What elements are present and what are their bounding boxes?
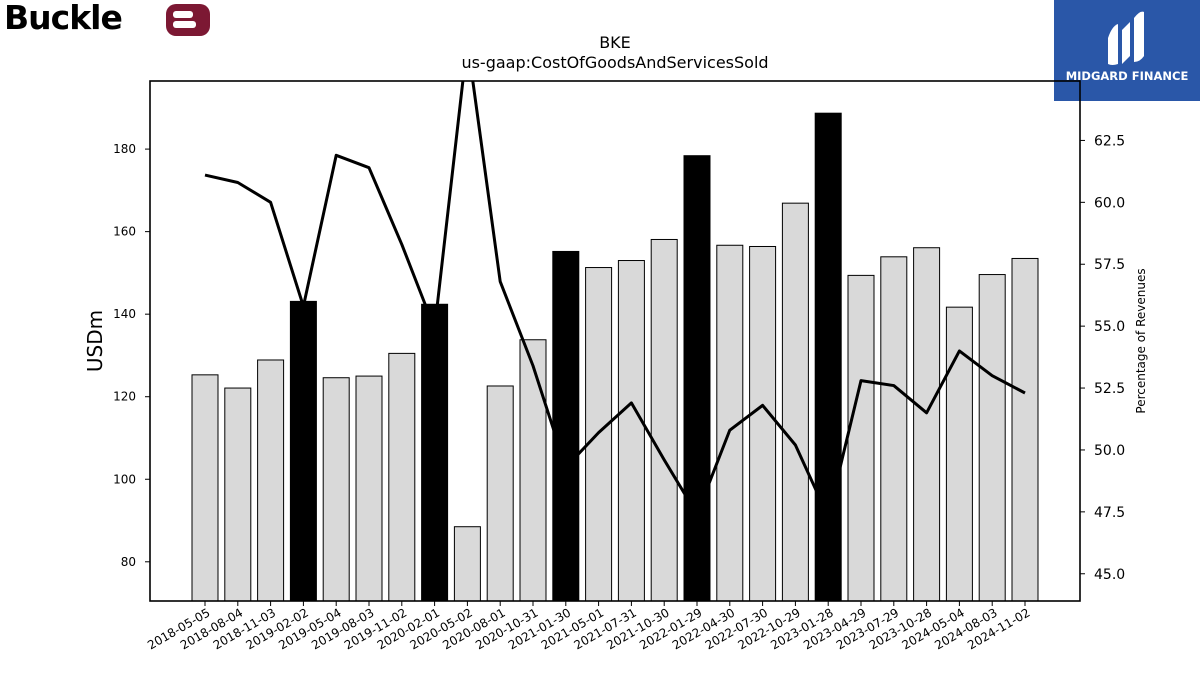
y2-axis-label: Percentage of Revenues	[1134, 268, 1148, 413]
y2-tick-label: 60.0	[1094, 195, 1125, 211]
bar	[847, 274, 875, 602]
y2-tick-label: 50.0	[1094, 443, 1125, 459]
y2-tick-label: 55.0	[1094, 319, 1125, 335]
buckle-wordmark: Buckle	[4, 0, 123, 37]
bar	[453, 526, 481, 602]
midgard-m-icon	[1108, 11, 1144, 65]
y-tick-label: 160	[113, 225, 136, 239]
left-axis: 80 100 120 140 160 180	[113, 142, 150, 569]
bar	[257, 359, 285, 602]
bar	[617, 260, 645, 602]
x-axis: 2018-05-052018-08-042018-11-032019-02-02…	[145, 601, 1033, 652]
logo-midgard: MIDGARD FINANCE	[1054, 0, 1200, 101]
y-tick-label: 180	[113, 142, 136, 156]
bar	[289, 300, 317, 602]
y-axis-label: USDm	[83, 310, 107, 372]
buckle-b-icon	[166, 4, 210, 36]
bar	[224, 387, 252, 602]
y2-tick-label: 52.5	[1094, 381, 1125, 397]
bar	[781, 202, 809, 602]
line-series	[204, 81, 1026, 519]
bar-series	[191, 112, 1039, 602]
bar	[913, 247, 941, 602]
bar	[421, 303, 449, 602]
y2-tick-label: 62.5	[1094, 133, 1125, 149]
y-tick-label: 80	[121, 555, 136, 569]
bar	[683, 155, 711, 602]
chart-subtitle: us-gaap:CostOfGoodsAndServicesSold	[461, 53, 768, 72]
bar	[880, 256, 908, 602]
midgard-brand-text: MIDGARD FINANCE	[1065, 69, 1189, 83]
bar	[650, 238, 678, 602]
plot-frame	[149, 80, 1081, 602]
y-tick-label: 120	[113, 390, 136, 404]
bar	[814, 112, 842, 602]
bar	[355, 375, 383, 602]
bar	[978, 274, 1006, 602]
chart-title: BKE	[599, 33, 631, 52]
y2-tick-label: 47.5	[1094, 505, 1125, 521]
logo-buckle: Buckle	[4, 0, 210, 38]
bar	[552, 250, 580, 602]
y-tick-label: 100	[113, 472, 136, 486]
y2-tick-label: 45.0	[1094, 567, 1125, 583]
bar	[388, 352, 416, 602]
bar	[749, 245, 777, 602]
bar	[322, 377, 350, 602]
bar	[486, 385, 514, 602]
bar	[1011, 257, 1039, 602]
bar	[519, 339, 547, 602]
right-axis: 45.0 47.5 50.0 52.5 55.0 57.5 60.0 62.5	[1080, 133, 1125, 583]
y2-tick-label: 57.5	[1094, 257, 1125, 273]
percentage-line	[204, 81, 1026, 519]
y-tick-label: 140	[113, 307, 136, 321]
bar	[191, 374, 219, 602]
